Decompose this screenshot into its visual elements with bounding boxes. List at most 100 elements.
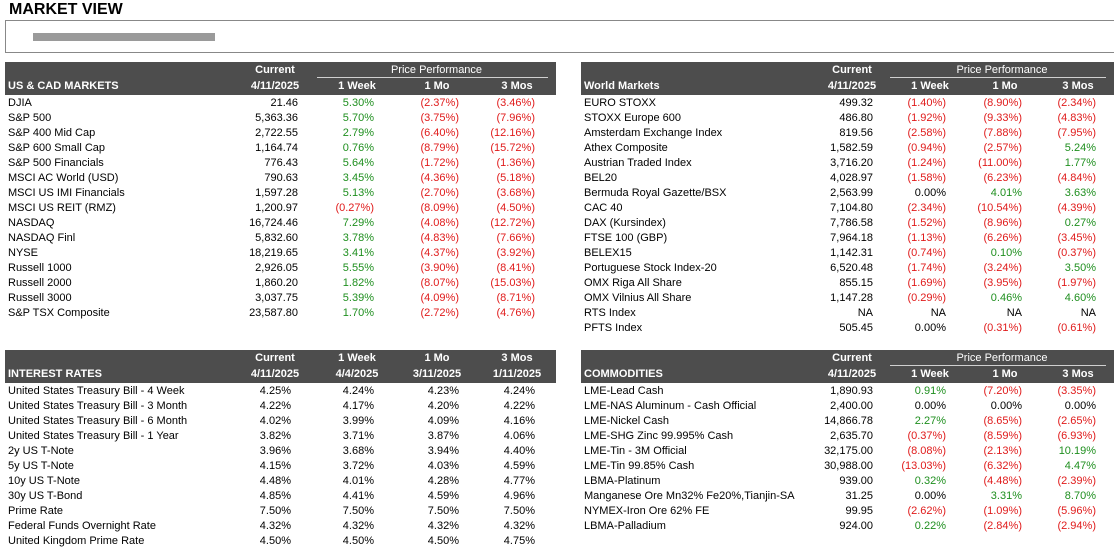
current-value: 30,988.00 (824, 460, 873, 472)
row-label: Prime Rate (8, 505, 64, 517)
performance-value: (3.92%) (496, 247, 535, 259)
performance-value: (2.37%) (420, 97, 459, 109)
performance-value: 0.00% (990, 400, 1022, 412)
performance-value: (12.72%) (490, 217, 535, 229)
table-title: INTEREST RATES (8, 368, 102, 380)
performance-value: 4.75% (503, 535, 535, 547)
performance-value: 4.01% (342, 475, 374, 487)
performance-value: 3.87% (427, 430, 459, 442)
performance-value: 5.24% (1064, 142, 1096, 154)
performance-value: 4.32% (503, 520, 535, 532)
header-label: 1 Week (338, 80, 376, 92)
current-value: 4.32% (259, 520, 291, 532)
performance-value: (10.54%) (977, 202, 1022, 214)
performance-value: (4.36%) (420, 172, 459, 184)
current-value: 7,964.18 (830, 232, 873, 244)
table-header-background (5, 350, 556, 383)
row-label: LBMA-Platinum (584, 475, 661, 487)
current-value: 1,890.93 (830, 385, 873, 397)
performance-value: 2.79% (342, 127, 374, 139)
row-label: Bermuda Royal Gazette/BSX (584, 187, 727, 199)
header-label: 1/11/2025 (492, 368, 542, 380)
row-label: LME-Tin 99.85% Cash (584, 460, 695, 472)
performance-value: (0.29%) (907, 292, 946, 304)
performance-value: 4.17% (342, 400, 374, 412)
performance-value: (2.13%) (983, 445, 1022, 457)
performance-value: 4.09% (427, 415, 459, 427)
performance-value: (1.97%) (1057, 277, 1096, 289)
performance-value: (12.16%) (490, 127, 535, 139)
performance-value: (4.09%) (420, 292, 459, 304)
performance-value: 3.71% (342, 430, 374, 442)
performance-value: (3.24%) (983, 262, 1022, 274)
performance-value: (2.84%) (983, 520, 1022, 532)
row-label: 5y US T-Note (8, 460, 74, 472)
performance-value: 4.22% (503, 400, 535, 412)
performance-value: (3.68%) (496, 187, 535, 199)
performance-value: NA (1080, 307, 1096, 319)
row-label: Austrian Traded Index (584, 157, 692, 169)
performance-value: 1.70% (342, 307, 374, 319)
row-label: S&P 400 Mid Cap (8, 127, 96, 139)
row-label: MSCI US IMI Financials (8, 187, 125, 199)
performance-value: 3.72% (342, 460, 374, 472)
performance-value: 7.29% (342, 217, 374, 229)
performance-value: 3.94% (427, 445, 459, 457)
performance-value: (6.40%) (420, 127, 459, 139)
performance-value: (3.35%) (1057, 385, 1096, 397)
performance-value: (3.95%) (983, 277, 1022, 289)
current-value: 855.15 (839, 277, 873, 289)
table-header-background (5, 62, 556, 95)
performance-value: (1.24%) (907, 157, 946, 169)
performance-value: 3.99% (342, 415, 374, 427)
performance-value: (4.37%) (420, 247, 459, 259)
current-value: 3,716.20 (830, 157, 873, 169)
row-label: CAC 40 (584, 202, 623, 214)
performance-value: 3.68% (342, 445, 374, 457)
performance-value: 1.77% (1064, 157, 1096, 169)
performance-value: (11.00%) (978, 157, 1022, 169)
current-value: 14,866.78 (824, 415, 873, 427)
header-label: 4/11/2025 (250, 80, 300, 92)
current-value: 499.32 (839, 97, 873, 109)
performance-value: 10.19% (1058, 445, 1096, 457)
search-box[interactable] (5, 20, 1114, 53)
header-group-rule (890, 365, 1106, 366)
current-value: 2,563.99 (830, 187, 873, 199)
header-group-rule (890, 77, 1106, 78)
current-value: 4.22% (259, 400, 291, 412)
performance-value: (0.94%) (907, 142, 946, 154)
row-label: Athex Composite (584, 142, 668, 154)
performance-value: 0.00% (914, 187, 946, 199)
performance-value: (2.65%) (1057, 415, 1096, 427)
current-value: 3.96% (259, 445, 291, 457)
performance-value: (7.95%) (1057, 127, 1096, 139)
performance-value: (0.27%) (335, 202, 374, 214)
table-title: World Markets (584, 80, 660, 92)
row-label: STOXX Europe 600 (584, 112, 682, 124)
row-label: LME-NAS Aluminum - Cash Official (584, 400, 757, 412)
performance-value: (1.36%) (496, 157, 535, 169)
header-label: Current (255, 352, 295, 364)
performance-value: (0.37%) (907, 430, 946, 442)
performance-value: 4.59% (503, 460, 535, 472)
row-label: BEL20 (584, 172, 618, 184)
performance-value: (4.08%) (420, 217, 459, 229)
performance-value: 4.01% (990, 187, 1022, 199)
table-header-background (581, 350, 1114, 383)
performance-value: (2.34%) (907, 202, 946, 214)
current-value: 2,400.00 (830, 400, 873, 412)
performance-value: (1.09%) (983, 505, 1022, 517)
performance-value: 4.03% (427, 460, 459, 472)
current-value: 1,582.59 (830, 142, 873, 154)
header-label: 4/4/2025 (335, 368, 379, 380)
performance-value: (8.79%) (420, 142, 459, 154)
header-label: 3 Mos (501, 80, 533, 92)
performance-value: NA (1006, 307, 1022, 319)
performance-value: (13.03%) (901, 460, 946, 472)
current-value: 776.43 (264, 157, 298, 169)
performance-value: (7.66%) (496, 232, 535, 244)
row-label: DAX (Kursindex) (584, 217, 666, 229)
header-label: 3 Mos (1062, 80, 1094, 92)
performance-value: 7.50% (342, 505, 374, 517)
